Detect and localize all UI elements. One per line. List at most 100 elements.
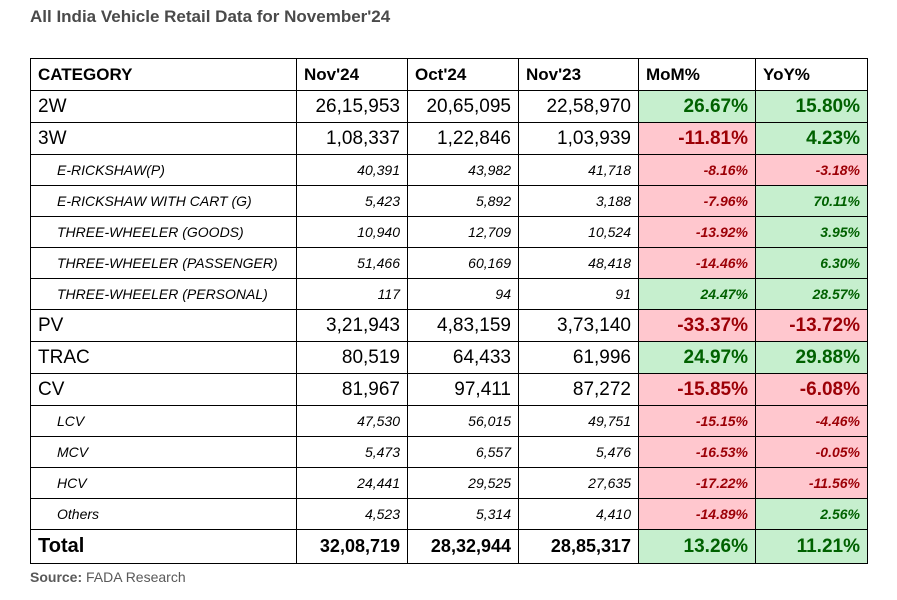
cell-yoy: 2.56% — [755, 498, 868, 530]
cell-yoy: -0.05% — [755, 436, 868, 468]
cell-yoy: 4.23% — [755, 122, 868, 155]
cell-nov23: 91 — [518, 278, 639, 310]
header-oct24: Oct'24 — [407, 58, 519, 91]
cell-nov24: 5,423 — [296, 185, 408, 217]
table-row-pv: PV 3,21,943 4,83,159 3,73,140 -33.37% -1… — [30, 309, 868, 342]
cell-category: E-RICKSHAW WITH CART (G) — [30, 185, 297, 217]
cell-nov23: 10,524 — [518, 216, 639, 248]
cell-category: THREE-WHEELER (PERSONAL) — [30, 278, 297, 310]
cell-nov24: 32,08,719 — [296, 529, 408, 564]
cell-yoy: 29.88% — [755, 341, 868, 374]
cell-mom: 24.47% — [638, 278, 756, 310]
cell-nov23: 48,418 — [518, 247, 639, 279]
cell-category: PV — [30, 309, 297, 342]
cell-yoy: 3.95% — [755, 216, 868, 248]
cell-nov24: 51,466 — [296, 247, 408, 279]
table-row-three-wheeler-passenger: THREE-WHEELER (PASSENGER) 51,466 60,169 … — [30, 247, 868, 279]
cell-category: THREE-WHEELER (GOODS) — [30, 216, 297, 248]
source-text: FADA Research — [86, 569, 186, 585]
cell-category: THREE-WHEELER (PASSENGER) — [30, 247, 297, 279]
cell-mom: -33.37% — [638, 309, 756, 342]
header-nov23: Nov'23 — [518, 58, 639, 91]
cell-nov24: 80,519 — [296, 341, 408, 374]
cell-category: 3W — [30, 122, 297, 155]
cell-nov24: 24,441 — [296, 467, 408, 499]
cell-nov23: 28,85,317 — [518, 529, 639, 564]
cell-oct24: 97,411 — [407, 373, 519, 406]
cell-nov24: 5,473 — [296, 436, 408, 468]
retail-data-table: CATEGORY Nov'24 Oct'24 Nov'23 MoM% YoY% … — [30, 58, 868, 564]
cell-nov23: 3,73,140 — [518, 309, 639, 342]
cell-mom: -7.96% — [638, 185, 756, 217]
cell-oct24: 5,892 — [407, 185, 519, 217]
cell-nov24: 1,08,337 — [296, 122, 408, 155]
cell-category: CV — [30, 373, 297, 406]
cell-category: Total — [30, 529, 297, 564]
table-row-e-rickshaw-cart: E-RICKSHAW WITH CART (G) 5,423 5,892 3,1… — [30, 185, 868, 217]
header-mom: MoM% — [638, 58, 756, 91]
cell-nov24: 3,21,943 — [296, 309, 408, 342]
cell-yoy: 11.21% — [755, 529, 868, 564]
cell-yoy: 28.57% — [755, 278, 868, 310]
cell-yoy: 6.30% — [755, 247, 868, 279]
table-row-hcv: HCV 24,441 29,525 27,635 -17.22% -11.56% — [30, 467, 868, 499]
cell-oct24: 6,557 — [407, 436, 519, 468]
cell-nov24: 26,15,953 — [296, 90, 408, 123]
table-row-3w: 3W 1,08,337 1,22,846 1,03,939 -11.81% 4.… — [30, 122, 868, 155]
table-row-trac: TRAC 80,519 64,433 61,996 24.97% 29.88% — [30, 341, 868, 374]
cell-yoy: -4.46% — [755, 405, 868, 437]
table-row-lcv: LCV 47,530 56,015 49,751 -15.15% -4.46% — [30, 405, 868, 437]
cell-nov24: 10,940 — [296, 216, 408, 248]
table-row-others: Others 4,523 5,314 4,410 -14.89% 2.56% — [30, 498, 868, 530]
cell-mom: -15.85% — [638, 373, 756, 406]
cell-mom: -15.15% — [638, 405, 756, 437]
cell-nov24: 4,523 — [296, 498, 408, 530]
cell-oct24: 60,169 — [407, 247, 519, 279]
table-row-mcv: MCV 5,473 6,557 5,476 -16.53% -0.05% — [30, 436, 868, 468]
cell-category: HCV — [30, 467, 297, 499]
table-row-2w: 2W 26,15,953 20,65,095 22,58,970 26.67% … — [30, 90, 868, 123]
table-row-total: Total 32,08,719 28,32,944 28,85,317 13.2… — [30, 529, 868, 564]
page-title: All India Vehicle Retail Data for Novemb… — [30, 7, 391, 26]
cell-category: TRAC — [30, 341, 297, 374]
cell-oct24: 20,65,095 — [407, 90, 519, 123]
cell-mom: -8.16% — [638, 154, 756, 186]
table-header-row: CATEGORY Nov'24 Oct'24 Nov'23 MoM% YoY% — [30, 58, 868, 91]
cell-nov23: 87,272 — [518, 373, 639, 406]
cell-nov24: 47,530 — [296, 405, 408, 437]
cell-oct24: 94 — [407, 278, 519, 310]
cell-mom: 13.26% — [638, 529, 756, 564]
cell-oct24: 43,982 — [407, 154, 519, 186]
cell-mom: -14.89% — [638, 498, 756, 530]
source-note: Source: FADA Research — [30, 569, 186, 585]
cell-category: 2W — [30, 90, 297, 123]
cell-oct24: 1,22,846 — [407, 122, 519, 155]
cell-mom: -13.92% — [638, 216, 756, 248]
cell-mom: -11.81% — [638, 122, 756, 155]
cell-nov24: 81,967 — [296, 373, 408, 406]
cell-category: MCV — [30, 436, 297, 468]
cell-nov23: 1,03,939 — [518, 122, 639, 155]
cell-yoy: 15.80% — [755, 90, 868, 123]
cell-nov24: 40,391 — [296, 154, 408, 186]
cell-oct24: 4,83,159 — [407, 309, 519, 342]
cell-yoy: -6.08% — [755, 373, 868, 406]
cell-nov23: 41,718 — [518, 154, 639, 186]
cell-nov23: 27,635 — [518, 467, 639, 499]
cell-oct24: 29,525 — [407, 467, 519, 499]
cell-mom: 26.67% — [638, 90, 756, 123]
cell-category: LCV — [30, 405, 297, 437]
cell-nov23: 61,996 — [518, 341, 639, 374]
cell-oct24: 28,32,944 — [407, 529, 519, 564]
table-row-cv: CV 81,967 97,411 87,272 -15.85% -6.08% — [30, 373, 868, 406]
cell-mom: -14.46% — [638, 247, 756, 279]
cell-oct24: 64,433 — [407, 341, 519, 374]
cell-yoy: -11.56% — [755, 467, 868, 499]
cell-yoy: -3.18% — [755, 154, 868, 186]
cell-mom: -16.53% — [638, 436, 756, 468]
table-row-e-rickshaw-p: E-RICKSHAW(P) 40,391 43,982 41,718 -8.16… — [30, 154, 868, 186]
source-label: Source: — [30, 569, 83, 585]
table-row-three-wheeler-personal: THREE-WHEELER (PERSONAL) 117 94 91 24.47… — [30, 278, 868, 310]
cell-oct24: 56,015 — [407, 405, 519, 437]
cell-nov23: 5,476 — [518, 436, 639, 468]
